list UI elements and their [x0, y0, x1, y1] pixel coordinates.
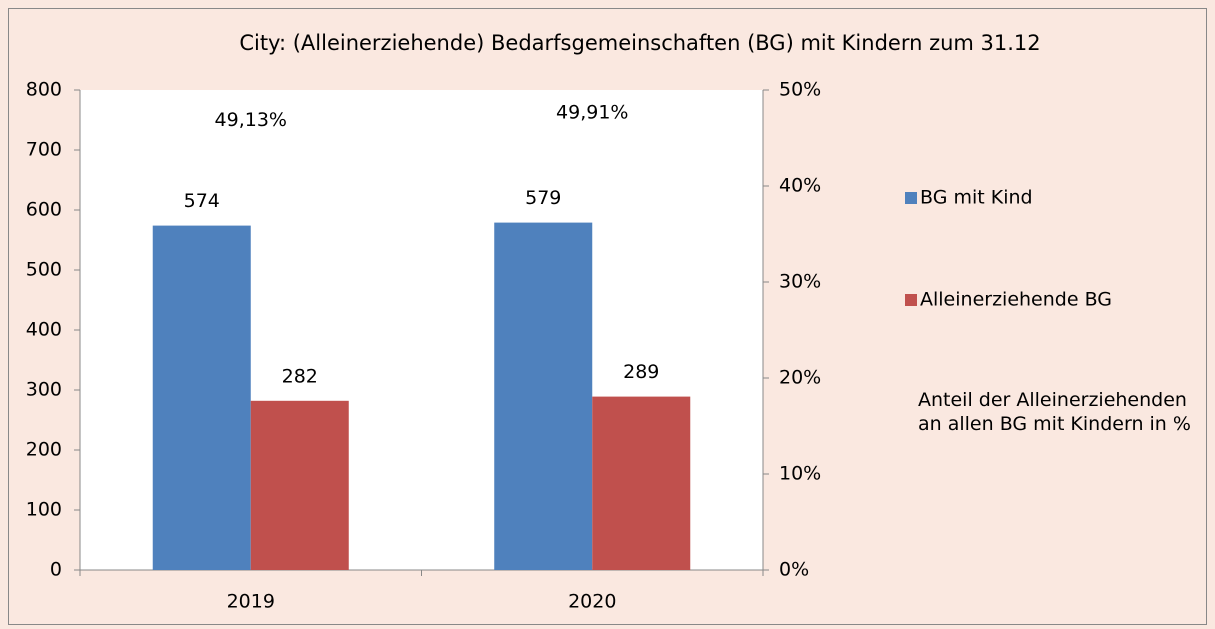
- bar: [592, 396, 691, 570]
- y2-tick-label: 10%: [779, 463, 821, 485]
- legend-label: BG mit Kind: [920, 187, 1033, 209]
- bar: [250, 400, 349, 570]
- data-label: 49,91%: [556, 101, 628, 123]
- legend-swatch: [905, 192, 917, 204]
- y-tick-label: 300: [26, 379, 62, 401]
- x-tick-label: 2019: [227, 591, 275, 613]
- legend-label: Anteil der Alleinerziehenden an allen BG…: [918, 389, 1191, 435]
- bar: [152, 225, 251, 570]
- data-label: 49,13%: [215, 109, 287, 131]
- y-tick-label: 600: [26, 199, 62, 221]
- legend-swatch: [905, 294, 917, 306]
- y2-tick-label: 50%: [779, 79, 821, 101]
- y2-tick-label: 30%: [779, 271, 821, 293]
- x-tick-label: 2020: [568, 591, 616, 613]
- y-tick-label: 800: [26, 79, 62, 101]
- data-label: 282: [282, 365, 318, 387]
- chart-title: City: (Alleinerziehende) Bedarfsgemeinsc…: [239, 31, 1040, 55]
- y-tick-label: 500: [26, 259, 62, 281]
- data-label: 574: [184, 190, 220, 212]
- y-tick-label: 100: [26, 499, 62, 521]
- y2-tick-label: 20%: [779, 367, 821, 389]
- y-tick-label: 200: [26, 439, 62, 461]
- y-tick-label: 700: [26, 139, 62, 161]
- legend-label: Alleinerziehende BG: [920, 289, 1112, 311]
- chart-border: [8, 8, 1207, 625]
- bar: [494, 222, 593, 570]
- y2-tick-label: 40%: [779, 175, 821, 197]
- data-label: 579: [525, 187, 561, 209]
- data-label: 289: [623, 361, 659, 383]
- y-tick-label: 400: [26, 319, 62, 341]
- y-tick-label: 0: [50, 559, 62, 581]
- y2-tick-label: 0%: [779, 559, 809, 581]
